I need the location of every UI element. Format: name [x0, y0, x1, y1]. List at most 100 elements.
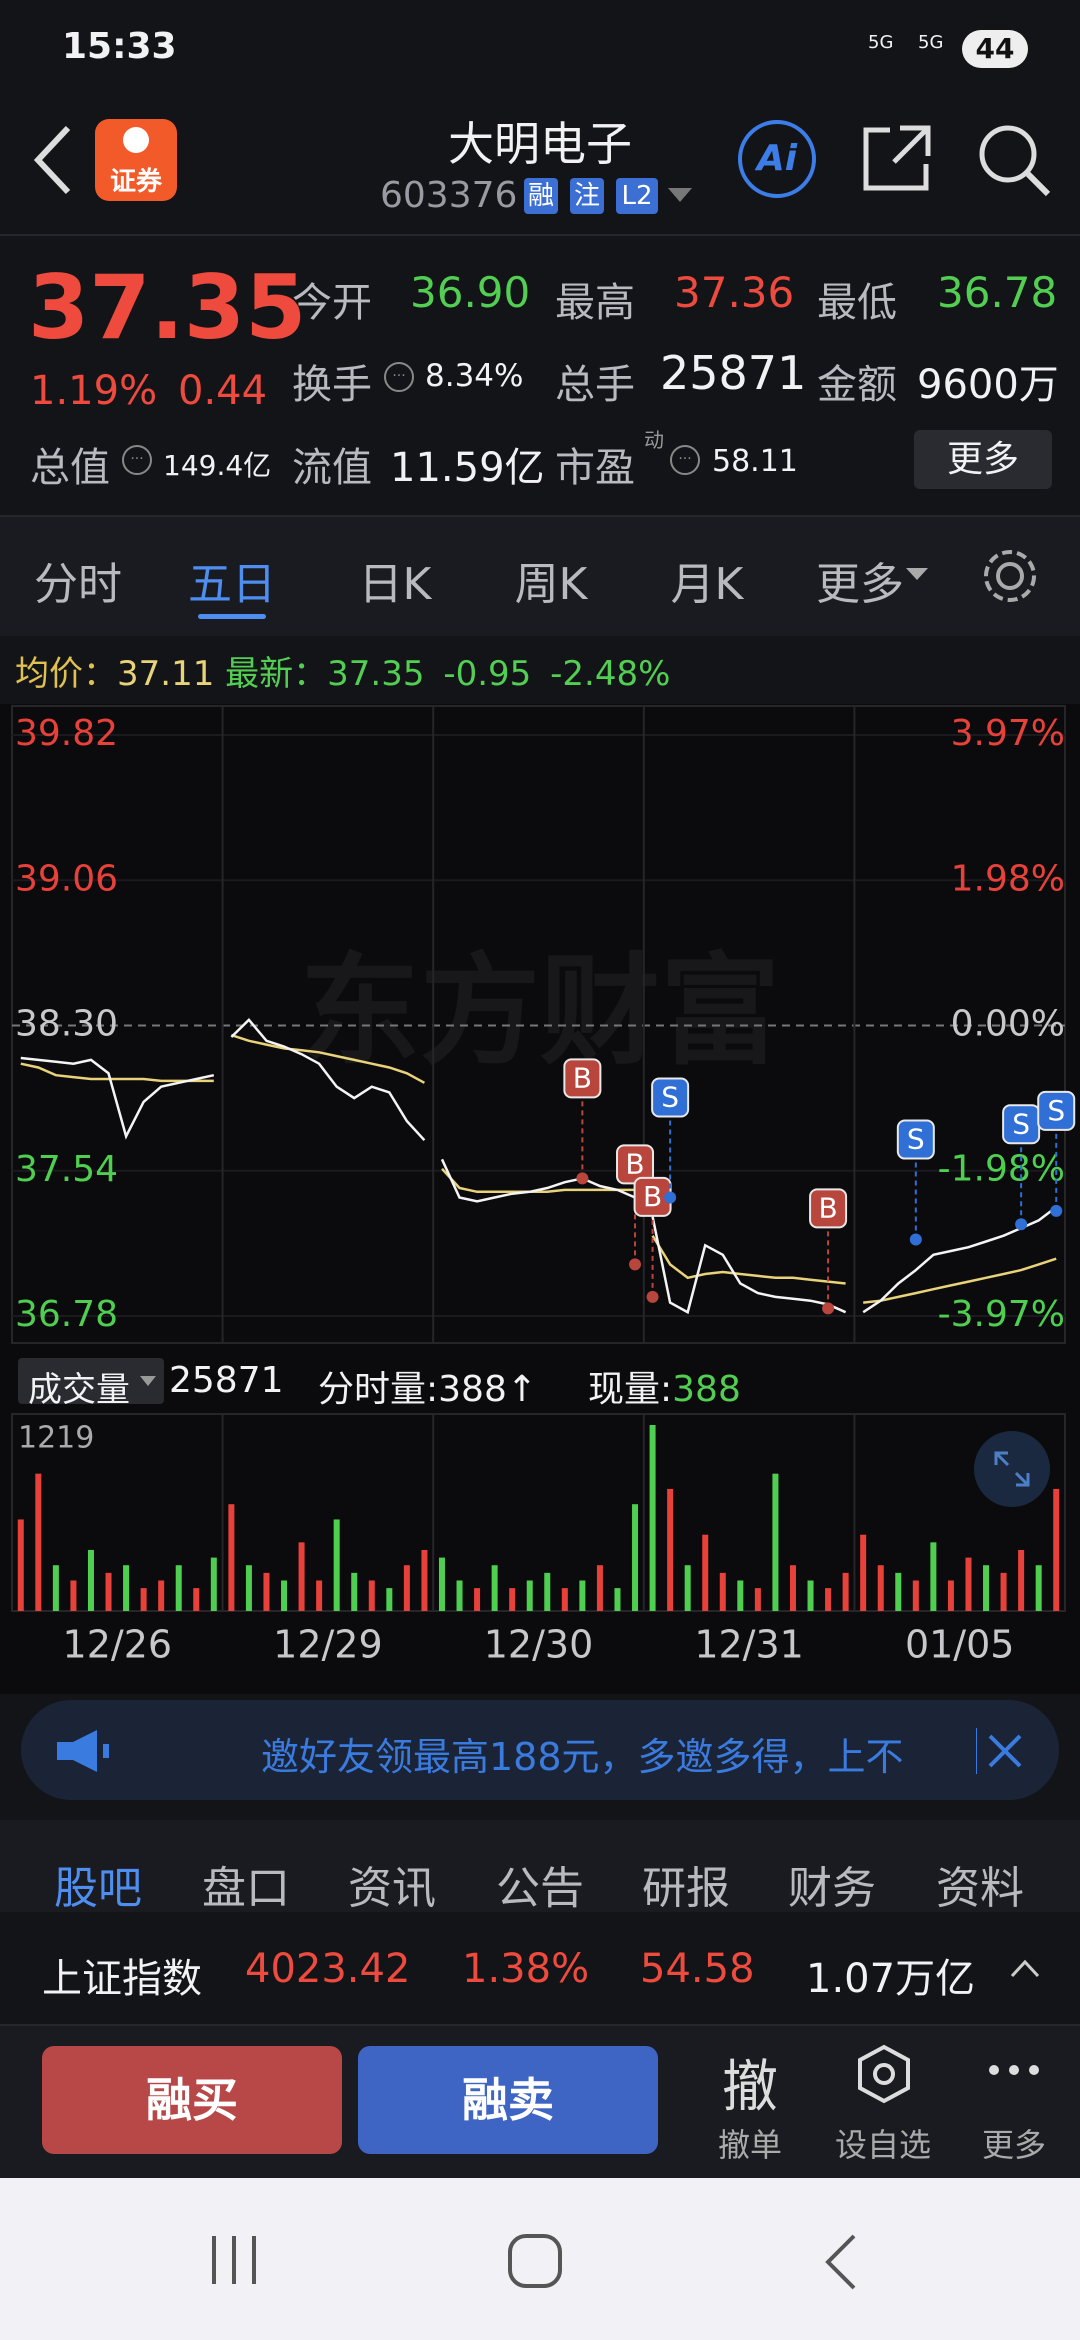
x-tick-label: 12/26 — [63, 1623, 173, 1667]
field-label: 金额 — [817, 362, 897, 408]
trade-point — [1050, 1204, 1063, 1217]
volume-bar — [263, 1572, 270, 1611]
volume-bar — [17, 1519, 24, 1611]
trade-badge — [809, 1188, 848, 1229]
volume-bar — [1000, 1572, 1007, 1611]
back-nav-button[interactable] — [820, 2232, 860, 2292]
chart-tab[interactable]: 五日 — [188, 559, 276, 610]
expand-button[interactable] — [974, 1431, 1050, 1507]
price: 37.35 — [28, 256, 307, 359]
section-tab[interactable]: 财务 — [788, 1863, 876, 1914]
action-label[interactable]: 更多 — [981, 2126, 1046, 2164]
y2-tick-label: 3.97% — [951, 713, 1065, 754]
tick-volume: 分时量:388↑ — [318, 1369, 538, 1410]
volume-frame — [11, 1413, 1066, 1612]
now-volume: 现量:388 — [588, 1360, 741, 1412]
volume-bar — [1035, 1565, 1042, 1611]
x-tick-label: 01/05 — [905, 1623, 1015, 1667]
avg-line — [863, 1257, 1057, 1304]
chart: 东方财富 36.78 37.54 38.30 39.06 39.82 -3.97% -1.98… — [11, 705, 1076, 1667]
avg-line — [20, 1062, 214, 1083]
volume-bar — [754, 1588, 761, 1611]
trade-point — [646, 1290, 659, 1303]
volume-bar — [87, 1549, 94, 1611]
trade-badge — [563, 1058, 602, 1099]
more-button[interactable]: 更多 — [914, 430, 1052, 489]
volume-bar — [175, 1565, 182, 1611]
sell-button[interactable]: 融卖 — [358, 2046, 658, 2154]
volume-bar — [719, 1572, 726, 1611]
field-value: 8.34% — [425, 358, 524, 394]
volume-bar — [1018, 1549, 1025, 1611]
info-icon[interactable]: ··· — [670, 445, 700, 475]
action-label[interactable]: 设自选 — [834, 2126, 931, 2164]
chart-tab[interactable]: 更多 — [816, 559, 904, 610]
volume-bar — [123, 1565, 130, 1611]
field-value: 36.78 — [937, 268, 1058, 317]
volume-bar — [140, 1588, 147, 1611]
banner[interactable]: 邀好友领最高188元，多邀多得，上不 — [21, 1700, 1059, 1800]
volume-selector[interactable]: 成交量 — [18, 1358, 164, 1410]
chart-tab[interactable]: 日K — [358, 559, 432, 610]
chart-bg — [0, 704, 1080, 1694]
section-tab[interactable]: 公告 — [496, 1863, 584, 1914]
y2-tick-label: 1.98% — [951, 859, 1065, 900]
share-button[interactable] — [860, 122, 934, 196]
volume-bar — [1053, 1488, 1060, 1611]
volume-label: 成交量 — [28, 1370, 130, 1410]
volume-total: 25871 — [169, 1360, 284, 1401]
section-tab[interactable]: 资料 — [936, 1863, 1024, 1914]
x-tick-label: 12/31 — [694, 1623, 804, 1667]
volume-bar — [702, 1534, 709, 1611]
speaker-icon — [57, 1730, 109, 1772]
dropdown — [906, 568, 928, 580]
volume-bar — [52, 1565, 59, 1611]
action-icon[interactable]: 撤 — [722, 2055, 778, 2120]
buy-button[interactable]: 融买 — [42, 2046, 342, 2154]
volume-bar — [579, 1580, 586, 1611]
volume-bar — [772, 1473, 779, 1611]
search-button[interactable] — [974, 120, 1054, 200]
volume-bar — [491, 1565, 498, 1611]
volume-bar — [667, 1488, 674, 1611]
ai-button[interactable]: Ai — [738, 120, 816, 198]
chart-tab[interactable]: 周K — [514, 559, 588, 610]
index-bar[interactable]: 上证指数 4023.42 1.38% 54.58 1.07万亿 — [0, 1912, 1080, 2026]
recents-button[interactable] — [206, 2232, 262, 2288]
volume-bar — [456, 1580, 463, 1611]
now-label: 现量: — [588, 1369, 673, 1410]
volume-bar — [737, 1580, 744, 1611]
trade-badge-label: S — [907, 1123, 925, 1156]
section-tab[interactable]: 资讯 — [348, 1863, 436, 1914]
trade-badge-label: S — [1047, 1094, 1065, 1127]
dropdown[interactable] — [668, 188, 692, 204]
back-button[interactable] — [28, 120, 78, 200]
trade-badge-label: B — [818, 1191, 837, 1224]
close-button[interactable] — [976, 1728, 1026, 1774]
action-icon[interactable] — [986, 2060, 1042, 2080]
chart-tab[interactable]: 月K — [670, 559, 744, 610]
info-icon[interactable]: ··· — [384, 362, 414, 392]
field-value: 149.4亿 — [163, 449, 272, 482]
section-tab[interactable]: 盘口 — [202, 1863, 290, 1914]
action-icon[interactable] — [856, 2044, 912, 2104]
volume-tick-label: 1219 — [18, 1421, 94, 1456]
volume-bar — [895, 1572, 902, 1611]
volume-bar — [421, 1549, 428, 1611]
section-tab[interactable]: 研报 — [642, 1863, 730, 1914]
y-tick-label: 39.06 — [15, 858, 118, 899]
home-button[interactable] — [506, 2232, 566, 2292]
now-value: 388 — [672, 1369, 741, 1410]
field-label: 换手 — [292, 362, 372, 408]
field-label: 总手 — [555, 362, 635, 408]
volume-bar — [825, 1588, 832, 1611]
chart-tab[interactable]: 分时 — [34, 559, 122, 610]
section-tab[interactable]: 股吧 — [54, 1863, 142, 1914]
change: 0.44 — [178, 368, 268, 414]
info-icon[interactable]: ··· — [122, 445, 152, 475]
price-line — [651, 1216, 847, 1315]
volume-bar — [368, 1580, 375, 1611]
action-label[interactable]: 撤单 — [717, 2126, 782, 2164]
settings-button[interactable] — [980, 546, 1040, 606]
